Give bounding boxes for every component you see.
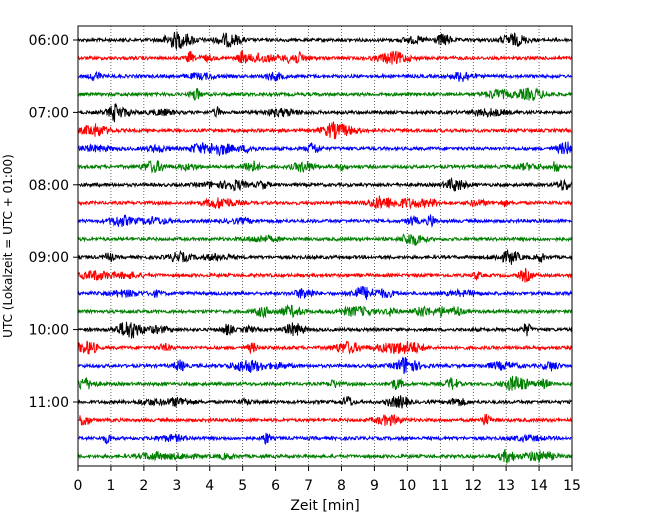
trace-1130 [77, 432, 573, 445]
y-tick-label: 10:00 [29, 323, 69, 339]
x-tick-label: 0 [74, 478, 83, 494]
y-tick-label: 06:00 [29, 33, 69, 49]
x-tick-label: 4 [205, 478, 214, 494]
trace-0915 [77, 268, 573, 283]
y-tick-label: 09:00 [29, 250, 69, 266]
plot-frame [77, 25, 573, 467]
trace-0830 [77, 213, 573, 229]
trace-1030 [77, 356, 573, 375]
trace-0745 [77, 160, 573, 174]
trace-0815 [77, 195, 573, 210]
y-tick-label: 08:00 [29, 178, 69, 194]
x-tick-label: 12 [464, 478, 482, 494]
trace-0930 [77, 286, 573, 300]
trace-0730 [77, 141, 573, 156]
x-axis-label: Zeit [min] [290, 498, 359, 514]
x-tick-label: 13 [497, 478, 515, 494]
trace-0615 [77, 49, 573, 65]
trace-0630 [77, 71, 573, 82]
trace-1145 [77, 449, 573, 464]
x-tick-label: 14 [530, 478, 548, 494]
x-tick-label: 10 [398, 478, 416, 494]
y-tick-label: 07:00 [29, 105, 69, 121]
x-tick-label: 7 [304, 478, 313, 494]
trace-1000 [77, 321, 573, 339]
trace-0715 [77, 121, 573, 140]
x-tick-label: 1 [106, 478, 115, 494]
x-tick-label: 3 [172, 478, 181, 494]
x-tick-label: 11 [431, 478, 449, 494]
vertical-grid [110, 26, 540, 466]
seismic-traces [77, 31, 573, 464]
trace-0945 [77, 303, 573, 319]
x-tick-label: 8 [337, 478, 346, 494]
trace-0600 [77, 31, 573, 51]
x-tick-label: 15 [563, 478, 581, 494]
y-axis-label: UTC (Lokalzeit = UTC + 01:00) [1, 154, 15, 338]
trace-1045 [77, 375, 573, 391]
trace-1015 [77, 340, 573, 355]
x-tick-label: 5 [238, 478, 247, 494]
trace-1100 [77, 395, 573, 409]
x-tick-label: 9 [370, 478, 379, 494]
trace-0900 [77, 248, 573, 265]
y-axis-ticks: 06:00 07:00 08:00 09:00 10:00 11:00 [29, 33, 78, 411]
trace-0645 [77, 87, 573, 101]
trace-0845 [77, 233, 573, 247]
y-tick-label: 11:00 [29, 395, 69, 411]
x-tick-label: 6 [271, 478, 280, 494]
x-axis-ticks: 0 1 2 3 4 5 6 7 8 9 10 11 12 13 14 15 [74, 466, 581, 494]
trace-0700 [77, 102, 573, 123]
trace-1115 [77, 413, 573, 427]
trace-0800 [77, 176, 573, 192]
x-tick-label: 2 [139, 478, 148, 494]
